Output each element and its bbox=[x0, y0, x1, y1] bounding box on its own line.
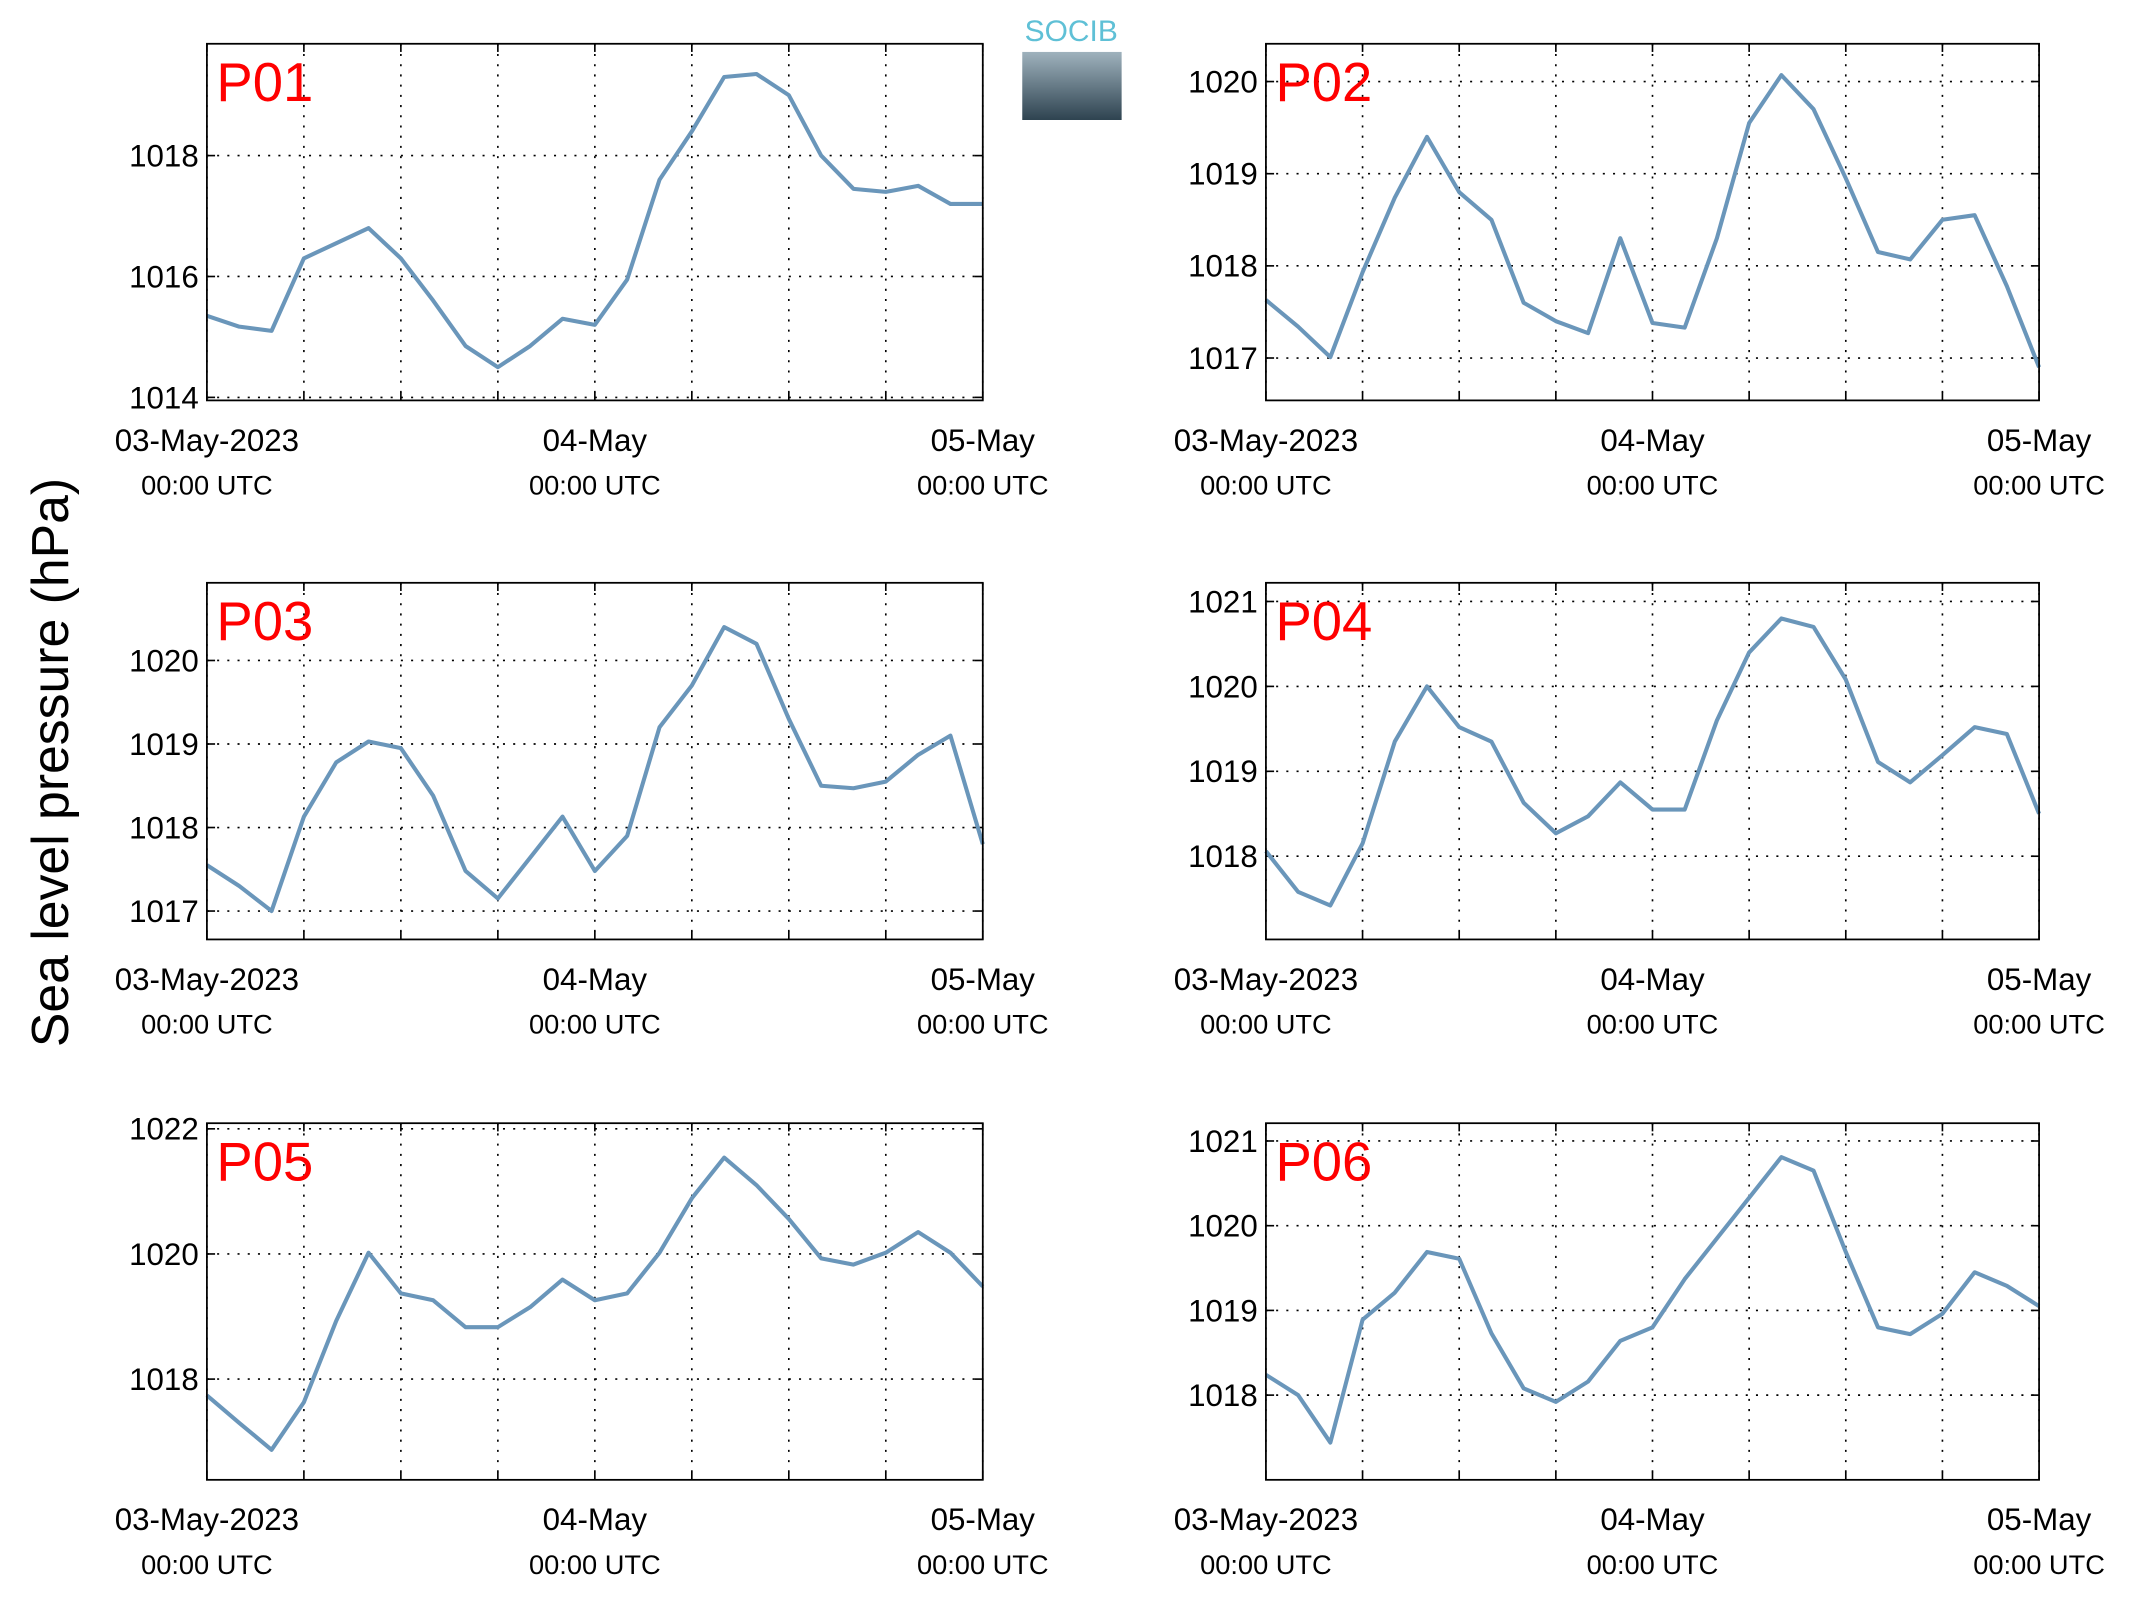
y-tick-label: 1019 bbox=[1188, 1293, 1258, 1328]
x-tick-label: 03-May-2023 bbox=[1174, 962, 1358, 997]
panel: 1017 1018 1019 1020 03-May-2023 00:00 UTC 04-M… bbox=[115, 581, 1049, 1039]
x-tick-label: 05-May bbox=[1987, 962, 2092, 997]
x-tick-sublabel: 00:00 UTC bbox=[1973, 1549, 2105, 1580]
y-tick-label: 1022 bbox=[129, 1112, 199, 1147]
x-tick-sublabel: 00:00 UTC bbox=[917, 1008, 1049, 1039]
plot-frame bbox=[1265, 1122, 2040, 1481]
y-tick-label: 1020 bbox=[129, 643, 199, 678]
y-tick-label: 1020 bbox=[1188, 64, 1258, 99]
data-line bbox=[206, 71, 983, 370]
plot-area bbox=[206, 582, 983, 940]
x-tick-label: 05-May bbox=[931, 1502, 1036, 1537]
data-line bbox=[205, 1155, 985, 1452]
y-tick-label: 1018 bbox=[129, 1362, 199, 1397]
plot-frame bbox=[1265, 42, 2040, 402]
x-tick-label: 03-May-2023 bbox=[115, 1502, 299, 1537]
x-tick-label: 03-May-2023 bbox=[1174, 1502, 1358, 1537]
x-tick-sublabel: 00:00 UTC bbox=[1587, 1008, 1719, 1039]
data-line bbox=[1264, 73, 2041, 368]
y-tick-label: 1021 bbox=[1188, 1124, 1258, 1159]
x-tick-sublabel: 00:00 UTC bbox=[1200, 1008, 1332, 1039]
panel-title: P02 bbox=[1275, 52, 1372, 113]
panel-title: P03 bbox=[216, 591, 313, 652]
y-tick-label: 1018 bbox=[129, 138, 199, 173]
panel: 1018 1019 1020 1021 03-May-2023 00:00 UTC 04-M… bbox=[1174, 1122, 2105, 1580]
x-tick-sublabel: 00:00 UTC bbox=[1587, 469, 1719, 500]
x-tick-sublabel: 00:00 UTC bbox=[917, 469, 1049, 500]
plot-frame bbox=[206, 42, 984, 402]
y-tick-label: 1018 bbox=[1188, 839, 1258, 874]
panel-title: P04 bbox=[1275, 591, 1372, 652]
y-tick-label: 1019 bbox=[1188, 754, 1258, 789]
x-tick-label: 04-May bbox=[543, 1502, 648, 1537]
x-tick-label: 04-May bbox=[1600, 1502, 1705, 1537]
plot-area bbox=[1265, 43, 2040, 401]
x-tick-sublabel: 00:00 UTC bbox=[529, 1549, 661, 1580]
x-tick-sublabel: 00:00 UTC bbox=[1587, 1549, 1719, 1580]
y-tick-label: 1020 bbox=[1188, 1209, 1258, 1244]
panel: 1014 1016 1018 03-May-2023 00:00 UTC 04-May 00… bbox=[115, 42, 1049, 500]
x-tick-sublabel: 00:00 UTC bbox=[1973, 1008, 2105, 1039]
panel: 1018 1020 1022 03-May-2023 00:00 UTC 04-May 00… bbox=[115, 1112, 1049, 1580]
y-tick-label: 1019 bbox=[129, 727, 199, 762]
plot-area bbox=[1265, 582, 2040, 940]
logo: SOCIB bbox=[1022, 15, 1122, 120]
x-tick-sublabel: 00:00 UTC bbox=[1973, 469, 2105, 500]
x-tick-label: 03-May-2023 bbox=[1174, 423, 1358, 458]
x-tick-label: 03-May-2023 bbox=[115, 962, 299, 997]
x-tick-sublabel: 00:00 UTC bbox=[141, 469, 273, 500]
x-tick-label: 04-May bbox=[1600, 423, 1705, 458]
x-tick-label: 03-May-2023 bbox=[115, 423, 299, 458]
data-line bbox=[205, 625, 985, 914]
x-tick-label: 05-May bbox=[931, 423, 1036, 458]
y-axis-label: Sea level pressure (hPa) bbox=[21, 478, 79, 1047]
y-tick-label: 1017 bbox=[129, 894, 199, 929]
panel: 1018 1019 1020 1021 03-May-2023 00:00 UTC 04-M… bbox=[1174, 581, 2105, 1039]
x-tick-sublabel: 00:00 UTC bbox=[141, 1549, 273, 1580]
x-tick-sublabel: 00:00 UTC bbox=[529, 469, 661, 500]
x-tick-sublabel: 00:00 UTC bbox=[917, 1549, 1049, 1580]
x-tick-label: 04-May bbox=[1600, 962, 1705, 997]
plot-frame bbox=[206, 1122, 984, 1481]
y-tick-label: 1017 bbox=[1188, 341, 1258, 376]
x-tick-label: 05-May bbox=[1987, 423, 2092, 458]
y-tick-label: 1020 bbox=[1188, 669, 1258, 704]
logo-text: SOCIB bbox=[1025, 15, 1118, 48]
logo-box bbox=[1022, 51, 1122, 120]
y-tick-label: 1018 bbox=[129, 810, 199, 845]
x-tick-label: 05-May bbox=[931, 962, 1036, 997]
x-tick-label: 05-May bbox=[1987, 1502, 2092, 1537]
y-tick-label: 1018 bbox=[1188, 249, 1258, 284]
y-tick-label: 1021 bbox=[1188, 584, 1258, 619]
panel-title: P05 bbox=[216, 1131, 313, 1192]
x-tick-sublabel: 00:00 UTC bbox=[1200, 469, 1332, 500]
y-tick-label: 1020 bbox=[129, 1237, 199, 1272]
y-tick-label: 1016 bbox=[129, 259, 199, 294]
panel-title: P01 bbox=[216, 52, 313, 113]
x-tick-sublabel: 00:00 UTC bbox=[141, 1008, 273, 1039]
y-tick-label: 1014 bbox=[129, 380, 199, 415]
x-tick-label: 04-May bbox=[543, 962, 648, 997]
plot-frame bbox=[1265, 581, 2040, 941]
data-line bbox=[1264, 616, 2041, 908]
plot-frame bbox=[206, 581, 984, 941]
y-tick-label: 1019 bbox=[1188, 157, 1258, 192]
x-tick-sublabel: 00:00 UTC bbox=[529, 1008, 661, 1039]
data-line bbox=[1264, 1155, 2041, 1445]
y-tick-label: 1018 bbox=[1188, 1378, 1258, 1413]
x-tick-sublabel: 00:00 UTC bbox=[1200, 1549, 1332, 1580]
panel: 1017 1018 1019 1020 03-May-2023 00:00 UTC 04-M… bbox=[1174, 42, 2105, 500]
plot-area bbox=[206, 43, 983, 401]
panel-title: P06 bbox=[1275, 1131, 1372, 1192]
x-tick-label: 04-May bbox=[543, 423, 648, 458]
